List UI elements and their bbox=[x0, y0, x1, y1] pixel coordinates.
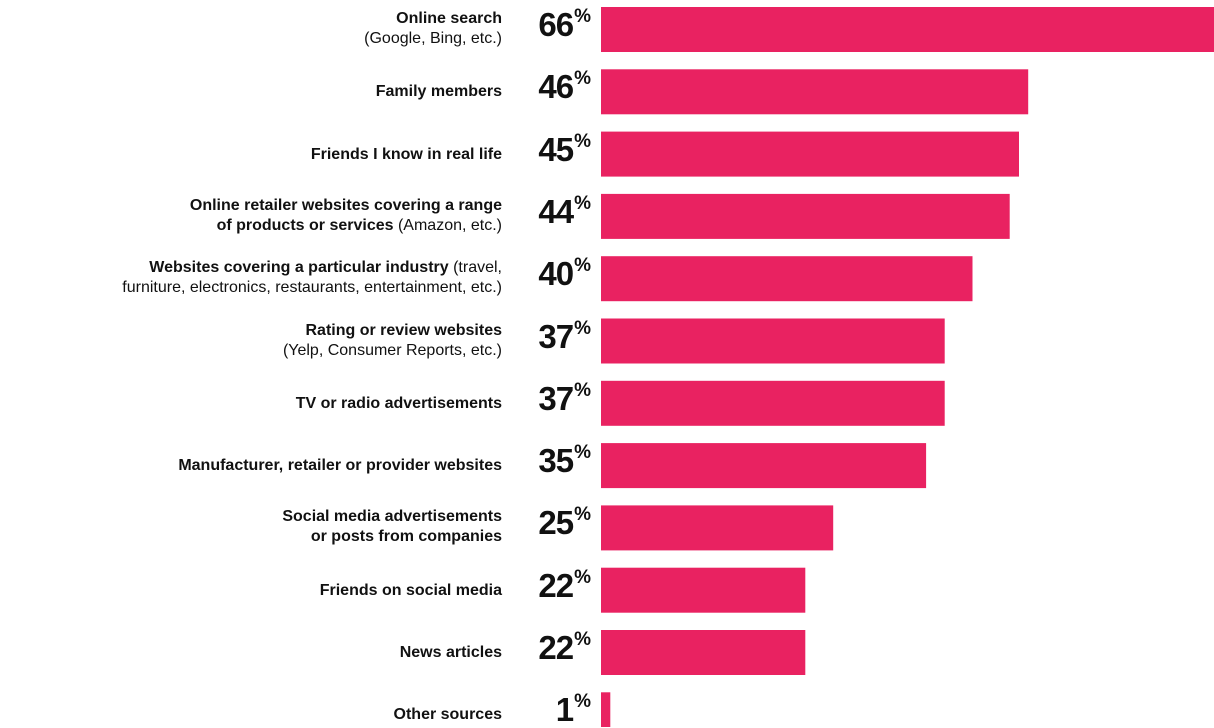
category-label-8: Manufacturer, retailer or provider websi… bbox=[178, 456, 502, 476]
value-number: 46 bbox=[538, 68, 574, 106]
category-line-2: furniture, electronics, restaurants, ent… bbox=[122, 278, 502, 298]
value-percent-symbol: % bbox=[574, 192, 591, 214]
category-line-2: (Google, Bing, etc.) bbox=[364, 29, 502, 49]
value-number: 45 bbox=[538, 130, 574, 168]
bar-10 bbox=[601, 567, 806, 613]
category-label-7: TV or radio advertisements bbox=[296, 394, 502, 414]
value-number: 35 bbox=[538, 442, 574, 480]
category-sub-text: furniture, electronics, restaurants, ent… bbox=[122, 279, 502, 297]
bar-2 bbox=[601, 69, 1029, 115]
category-label-12: Other sources bbox=[394, 705, 502, 725]
category-sub-text: (travel, bbox=[448, 259, 502, 277]
value-number: 37 bbox=[538, 317, 574, 355]
bar-6 bbox=[601, 318, 945, 364]
category-line-2: (Yelp, Consumer Reports, etc.) bbox=[283, 341, 502, 361]
value-label-7: 37% bbox=[507, 380, 591, 417]
value-percent-symbol: % bbox=[574, 691, 591, 713]
value-number: 22 bbox=[538, 566, 574, 604]
category-label-5: Websites covering a particular industry … bbox=[122, 258, 502, 298]
category-line-1: Online search bbox=[364, 9, 502, 29]
category-sub-text: (Amazon, etc.) bbox=[393, 216, 502, 234]
category-main-text: Friends on social media bbox=[319, 581, 502, 599]
category-line-2: of products or services (Amazon, etc.) bbox=[190, 216, 502, 236]
category-main-text: Manufacturer, retailer or provider websi… bbox=[178, 457, 502, 475]
category-label-9: Social media advertisements or posts from… bbox=[282, 507, 502, 547]
category-sub-text: (Yelp, Consumer Reports, etc.) bbox=[282, 341, 502, 359]
bar-12 bbox=[601, 692, 611, 727]
category-main-text: Friends I know in real life bbox=[310, 145, 502, 163]
value-number: 37 bbox=[538, 379, 574, 417]
value-percent-symbol: % bbox=[574, 317, 591, 339]
value-percent-symbol: % bbox=[574, 6, 591, 27]
category-main-text: of products or services bbox=[216, 216, 394, 234]
bar-8 bbox=[601, 443, 927, 489]
category-sub-text: (Google, Bing, etc.) bbox=[364, 30, 502, 47]
value-percent-symbol: % bbox=[574, 504, 591, 526]
category-label-3: Friends I know in real life bbox=[311, 145, 502, 165]
bar-5 bbox=[601, 256, 973, 302]
value-percent-symbol: % bbox=[574, 566, 591, 588]
category-line-1: Social media advertisements bbox=[282, 507, 502, 527]
value-number: 44 bbox=[538, 192, 574, 230]
value-percent-symbol: % bbox=[574, 442, 591, 464]
bar-1 bbox=[601, 7, 1214, 52]
bar-4 bbox=[601, 193, 1010, 239]
value-label-12: 1% bbox=[507, 691, 591, 728]
category-label-6: Rating or review websites (Yelp, Consumer… bbox=[283, 321, 502, 361]
category-main-text: News articles bbox=[399, 644, 502, 661]
category-main-text: Online retailer websites covering a rang… bbox=[189, 196, 502, 214]
category-main-text: Websites covering a particular industry bbox=[149, 259, 449, 277]
category-main-text: Online search bbox=[396, 10, 502, 27]
bar-7 bbox=[601, 380, 945, 426]
category-main-text: or posts from companies bbox=[310, 528, 502, 546]
bar-11 bbox=[601, 630, 806, 675]
category-main-text: Social media advertisements bbox=[282, 508, 502, 526]
value-label-3: 45% bbox=[507, 131, 591, 168]
category-label-10: Friends on social media bbox=[320, 581, 502, 601]
value-percent-symbol: % bbox=[574, 68, 591, 90]
value-percent-symbol: % bbox=[574, 629, 591, 650]
category-label-4: Online retailer websites covering a rang… bbox=[190, 196, 502, 236]
category-main-text: Other sources bbox=[393, 706, 502, 724]
value-number: 40 bbox=[538, 255, 574, 293]
value-label-8: 35% bbox=[507, 442, 591, 479]
value-label-5: 40% bbox=[507, 255, 591, 292]
value-percent-symbol: % bbox=[574, 255, 591, 277]
category-label-11: News articles bbox=[400, 643, 502, 663]
bar-3 bbox=[601, 131, 1019, 177]
category-label-1: Online search (Google, Bing, etc.) bbox=[364, 9, 502, 49]
value-label-9: 25% bbox=[507, 504, 591, 541]
value-number: 25 bbox=[538, 504, 574, 542]
category-main-text: Family members bbox=[375, 83, 502, 101]
value-label-6: 37% bbox=[507, 318, 591, 355]
category-line-1: Websites covering a particular industry … bbox=[122, 258, 502, 278]
category-main-text: Rating or review websites bbox=[305, 321, 502, 339]
value-label-4: 44% bbox=[507, 193, 591, 230]
value-label-10: 22% bbox=[507, 567, 591, 604]
value-number: 1 bbox=[555, 691, 574, 728]
value-label-2: 46% bbox=[507, 68, 591, 105]
category-line-1: Rating or review websites bbox=[283, 321, 502, 341]
value-number: 66 bbox=[538, 6, 574, 43]
category-main-text: TV or radio advertisements bbox=[295, 394, 502, 412]
category-line-1: Online retailer websites covering a rang… bbox=[190, 196, 502, 216]
value-label-11: 22% bbox=[507, 629, 591, 666]
category-label-2: Family members bbox=[376, 82, 502, 102]
value-percent-symbol: % bbox=[574, 379, 591, 401]
value-percent-symbol: % bbox=[574, 130, 591, 152]
value-label-1: 66% bbox=[507, 6, 591, 43]
category-line-2: or posts from companies bbox=[282, 527, 502, 547]
value-number: 22 bbox=[538, 629, 574, 666]
bar-9 bbox=[601, 505, 834, 551]
